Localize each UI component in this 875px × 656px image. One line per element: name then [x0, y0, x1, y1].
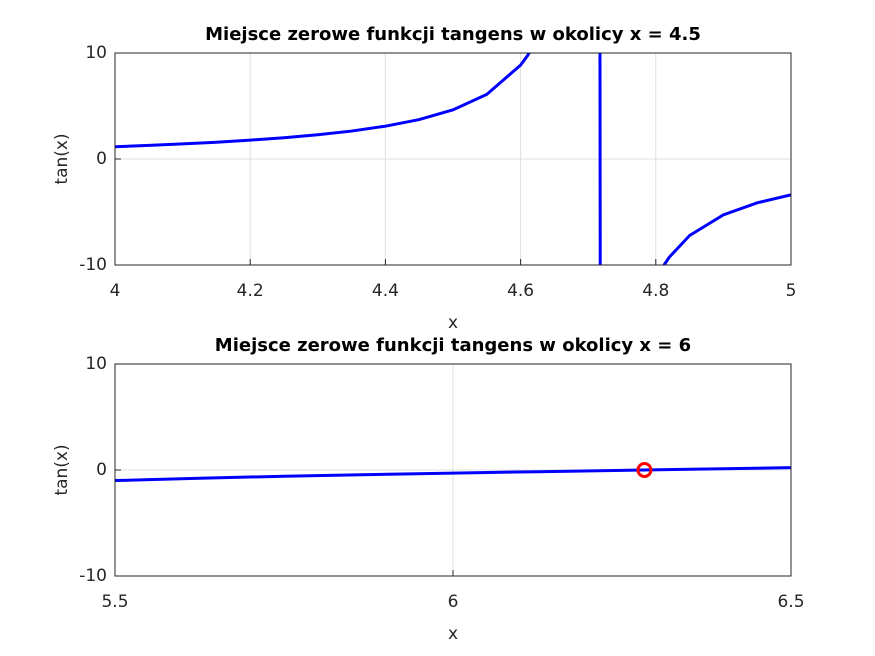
- axes-box: [114, 363, 792, 577]
- x-tick-label: 6.5: [777, 592, 804, 612]
- subplot: 4 4.2 4.4 4.6 4.8 5 -10 0 10 Miejsce zerowe funkc…: [52, 24, 797, 333]
- x-axis-label: x: [448, 313, 458, 333]
- x-tick-label: 4.4: [372, 281, 399, 301]
- y-axis-label: tan(x): [52, 133, 72, 184]
- chart-title: Miejsce zerowe funkcji tangens w okolicy…: [205, 24, 701, 45]
- x-tick-label: 4.6: [507, 281, 534, 301]
- y-axis-label: tan(x): [52, 444, 72, 495]
- y-tick-label: 0: [96, 460, 107, 480]
- line: [115, 466, 791, 483]
- data-layer: [115, 53, 791, 265]
- marker: [636, 462, 653, 478]
- x-tick-label: 6: [448, 592, 459, 612]
- y-tick-label: 10: [85, 43, 107, 63]
- y-tick-label: 10: [85, 354, 107, 374]
- x-tick-label: 4.2: [237, 281, 264, 301]
- y-tick-label: -10: [79, 566, 107, 586]
- chart-title: Miejsce zerowe funkcji tangens w okolicy…: [215, 335, 691, 356]
- x-tick-label: 4.8: [642, 281, 669, 301]
- x-tick-label: 4: [110, 281, 121, 301]
- x-axis-label: x: [448, 624, 458, 644]
- x-tick-label: 5: [786, 281, 797, 301]
- y-tick-label: -10: [79, 255, 107, 275]
- data-layer: [115, 466, 791, 483]
- axes-box: [114, 52, 792, 266]
- subplot: 5.5 6 6.5 -10 0 10 Miejsce zerowe funkcji tang…: [52, 335, 805, 644]
- x-tick-label: 5.5: [101, 592, 128, 612]
- line: [115, 53, 791, 265]
- y-tick-label: 0: [96, 149, 107, 169]
